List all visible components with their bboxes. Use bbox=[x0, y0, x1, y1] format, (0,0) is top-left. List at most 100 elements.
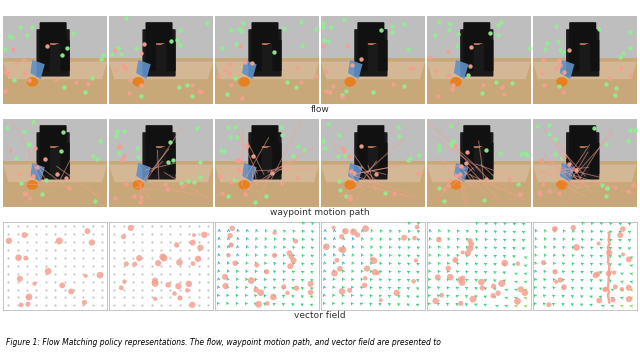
Ellipse shape bbox=[255, 27, 275, 45]
FancyBboxPatch shape bbox=[60, 143, 70, 174]
Point bbox=[433, 93, 443, 99]
Ellipse shape bbox=[467, 27, 486, 45]
Polygon shape bbox=[560, 60, 575, 79]
Point bbox=[131, 45, 141, 51]
Point bbox=[388, 192, 399, 197]
Point bbox=[321, 88, 331, 94]
Point bbox=[356, 143, 367, 149]
Point bbox=[370, 269, 380, 275]
Point bbox=[318, 20, 328, 26]
Point bbox=[605, 75, 615, 81]
Point bbox=[399, 21, 410, 27]
Point bbox=[182, 178, 193, 183]
Point bbox=[54, 238, 65, 244]
FancyBboxPatch shape bbox=[143, 132, 175, 179]
Point bbox=[57, 52, 67, 57]
Polygon shape bbox=[215, 58, 319, 104]
Point bbox=[276, 132, 287, 138]
Point bbox=[321, 68, 332, 74]
Point bbox=[150, 281, 160, 286]
Point bbox=[285, 263, 295, 269]
Point bbox=[595, 26, 605, 32]
Polygon shape bbox=[3, 161, 108, 207]
Point bbox=[296, 79, 307, 85]
Point bbox=[116, 157, 127, 162]
Point bbox=[446, 140, 456, 146]
Point bbox=[447, 86, 458, 92]
Point bbox=[58, 129, 68, 135]
Point bbox=[571, 167, 581, 173]
Point bbox=[339, 148, 349, 154]
Point bbox=[554, 57, 564, 63]
Point bbox=[239, 59, 250, 65]
Point bbox=[112, 128, 122, 134]
Point bbox=[328, 83, 338, 89]
Point bbox=[433, 274, 443, 280]
FancyBboxPatch shape bbox=[145, 36, 156, 71]
Point bbox=[71, 79, 81, 84]
Point bbox=[129, 194, 140, 199]
Ellipse shape bbox=[255, 130, 275, 148]
FancyBboxPatch shape bbox=[40, 22, 67, 43]
Point bbox=[125, 225, 136, 231]
Point bbox=[451, 173, 461, 179]
Point bbox=[405, 155, 415, 161]
Point bbox=[594, 298, 604, 303]
Point bbox=[623, 257, 634, 262]
FancyBboxPatch shape bbox=[272, 143, 282, 174]
Point bbox=[495, 151, 505, 156]
Point bbox=[333, 132, 344, 137]
Point bbox=[159, 255, 169, 261]
Point bbox=[305, 281, 316, 287]
Point bbox=[56, 148, 66, 154]
Point bbox=[20, 192, 31, 197]
Point bbox=[617, 287, 627, 292]
Point bbox=[452, 43, 462, 49]
FancyBboxPatch shape bbox=[60, 40, 70, 71]
Point bbox=[226, 242, 236, 248]
Point bbox=[86, 240, 97, 245]
Point bbox=[507, 80, 517, 86]
Point bbox=[7, 34, 17, 40]
Point bbox=[500, 260, 510, 266]
Point bbox=[410, 235, 420, 241]
Point bbox=[625, 29, 635, 35]
Point bbox=[251, 287, 261, 293]
Bar bbox=[215, 16, 319, 62]
Point bbox=[324, 89, 335, 95]
Point bbox=[520, 150, 530, 156]
Point bbox=[465, 63, 475, 69]
Point bbox=[235, 43, 245, 49]
Point bbox=[90, 198, 100, 204]
Point bbox=[412, 224, 422, 230]
Point bbox=[188, 82, 198, 88]
Point bbox=[318, 43, 328, 49]
Point bbox=[600, 287, 610, 292]
Point bbox=[550, 226, 560, 232]
Point bbox=[559, 69, 569, 75]
Bar bbox=[215, 119, 319, 164]
Circle shape bbox=[556, 77, 568, 87]
Bar bbox=[321, 16, 425, 62]
Point bbox=[463, 72, 473, 77]
Point bbox=[447, 142, 457, 148]
Point bbox=[66, 289, 76, 294]
Bar bbox=[109, 119, 213, 164]
Point bbox=[534, 189, 544, 194]
Point bbox=[318, 138, 328, 144]
Point bbox=[5, 147, 15, 152]
Point bbox=[234, 26, 244, 32]
Point bbox=[1, 68, 11, 74]
Point bbox=[220, 283, 230, 289]
Point bbox=[602, 185, 612, 191]
Point bbox=[535, 191, 545, 197]
Point bbox=[554, 83, 564, 89]
Point bbox=[57, 283, 67, 288]
Point bbox=[253, 302, 264, 307]
Circle shape bbox=[556, 180, 568, 190]
Point bbox=[282, 290, 292, 296]
Polygon shape bbox=[321, 58, 425, 104]
Point bbox=[248, 153, 258, 159]
Point bbox=[393, 124, 403, 130]
Point bbox=[485, 30, 495, 36]
